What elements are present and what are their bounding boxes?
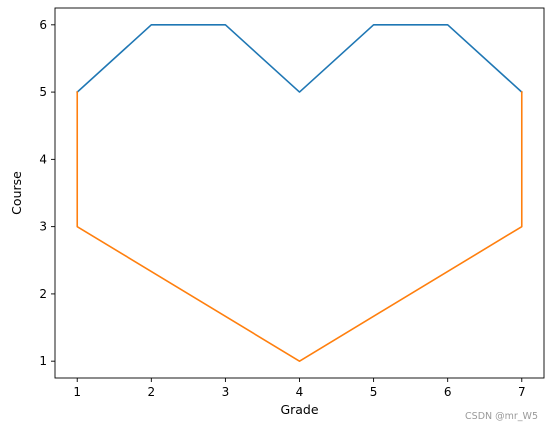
y-axis-label: Course [9,171,24,215]
series-line-2 [76,91,523,362]
y-tick-label: 2 [39,287,47,301]
x-tick-label: 2 [147,385,155,399]
y-tick-label: 4 [39,152,47,166]
x-tick-label: 6 [444,385,452,399]
x-tick-label: 7 [518,385,526,399]
series-line-1 [76,24,523,94]
axis-ticks: 1 2 3 4 5 6 7 1 2 3 4 5 6 [39,18,525,399]
x-tick-label: 1 [73,385,81,399]
y-tick-label: 1 [39,354,47,368]
y-tick-label: 3 [39,220,47,234]
watermark: CSDN @mr_W5 [465,411,538,422]
x-tick-label: 5 [370,385,378,399]
x-tick-label: 4 [296,385,304,399]
plot-frame [54,7,545,379]
series-group [76,24,523,362]
x-tick-label: 3 [222,385,230,399]
x-axis-label: Grade [280,402,318,417]
y-tick-label: 6 [39,18,47,32]
y-tick-label: 5 [39,85,47,99]
